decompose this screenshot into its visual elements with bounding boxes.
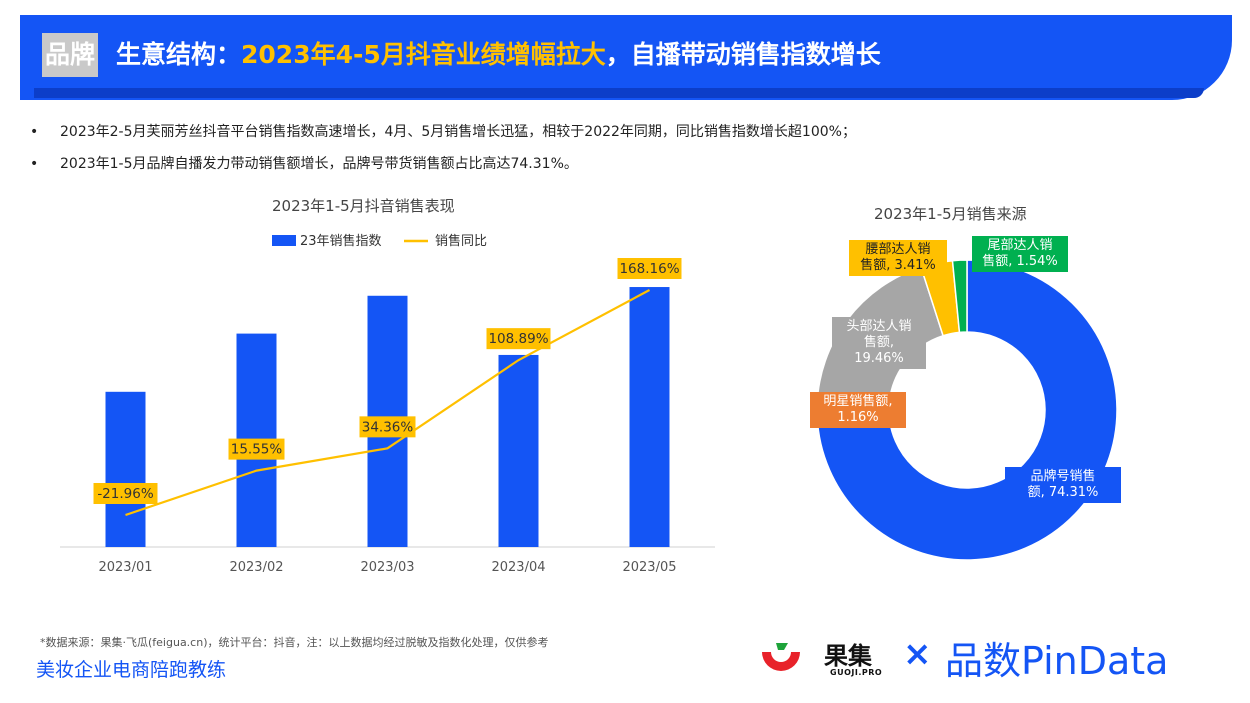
page-title: 生意结构：2023年4-5月抖音业绩增幅拉大，自播带动销售指数增长: [116, 33, 881, 77]
pie-label-line: 额, 74.31%: [1027, 485, 1099, 500]
data-label: -21.96%: [97, 486, 154, 502]
x-tick-label: 2023/04: [491, 560, 545, 575]
title-banner-shadow: [34, 88, 1204, 98]
pie-label-line: 售额,: [863, 335, 895, 350]
data-label-bg: [359, 416, 416, 438]
donut-slice-5: [951, 259, 968, 334]
bullet-dot: •: [30, 124, 39, 140]
title-prefix: 生意结构：: [116, 40, 242, 69]
data-label-bg: [486, 328, 551, 350]
bar-1: [105, 391, 146, 547]
bullet-dot: •: [30, 156, 39, 172]
pie-label-waist: 腰部达人销 售额, 3.41%: [849, 240, 947, 276]
title-banner: [20, 15, 1232, 100]
title-tag: 品牌: [42, 33, 99, 77]
pie-label-brand: 品牌号销售 额, 74.31%: [1005, 467, 1121, 503]
bar-5: [629, 287, 670, 547]
footer-slogan: 美妆企业电商陪跑教练: [36, 659, 227, 681]
pie-label-star: 明星销售额, 1.16%: [810, 392, 906, 428]
pindata-logo: 品数PinData: [945, 639, 1169, 683]
data-label: 108.89%: [488, 331, 548, 347]
data-label: 34.36%: [362, 419, 414, 435]
x-tick-label: 2023/03: [360, 560, 414, 575]
pie-label-tail: 尾部达人销 售额, 1.54%: [972, 236, 1068, 272]
x-tick-label: 2023/01: [98, 560, 152, 575]
bar-4: [498, 354, 539, 547]
logo-separator: ×: [903, 634, 932, 674]
pie-label-line: 头部达人销: [846, 319, 912, 334]
title-highlight: 2023年4-5月抖音业绩增幅拉大: [241, 40, 606, 69]
guoji-logo-subtext: GUOJI.PRO: [830, 668, 883, 677]
data-label-bg: [228, 438, 285, 460]
bullet-text: 2023年2-5月芙丽芳丝抖音平台销售指数高速增长，4月、5月销售增长迅猛，相较…: [60, 124, 856, 140]
pie-chart-title: 2023年1-5月销售来源: [874, 205, 1027, 223]
bullet-item: • 2023年2-5月芙丽芳丝抖音平台销售指数高速增长，4月、5月销售增长迅猛，相…: [30, 121, 856, 141]
data-label: 168.16%: [619, 261, 679, 277]
data-label-bg: [93, 483, 158, 504]
pie-label-line: 19.46%: [854, 351, 904, 366]
data-label: 15.55%: [231, 442, 283, 458]
line-series-sales-yoy: [125, 289, 651, 517]
legend-bar-label: 23年销售指数: [300, 233, 382, 249]
pie-label-line: 尾部达人销: [987, 238, 1053, 253]
legend-bar-swatch: [272, 235, 296, 246]
title-suffix: ，自播带动销售指数增长: [605, 40, 881, 69]
pie-label-line: 售额, 1.54%: [982, 254, 1058, 269]
pie-label-line: 腰部达人销: [865, 242, 931, 257]
bar-chart-title: 2023年1-5月抖音销售表现: [272, 197, 455, 215]
guoji-logo-icon: [762, 643, 800, 671]
guoji-logo-text: 果集: [824, 642, 872, 670]
pie-label-line: 明星销售额,: [823, 394, 893, 409]
pie-label-head: 头部达人销 售额, 19.46%: [832, 317, 926, 369]
pie-label-line: 1.16%: [837, 410, 879, 425]
bullet-item: • 2023年1-5月品牌自播发力带动销售额增长，品牌号带货销售额占比高达74.3…: [30, 153, 578, 173]
source-note: *数据来源：果集·飞瓜(feigua.cn)，统计平台：抖音，注：以上数据均经过…: [40, 636, 549, 649]
bullet-text: 2023年1-5月品牌自播发力带动销售额增长，品牌号带货销售额占比高达74.31…: [60, 156, 578, 172]
pie-label-line: 售额, 3.41%: [860, 258, 936, 273]
x-tick-label: 2023/02: [229, 560, 283, 575]
pie-label-line: 品牌号销售: [1030, 469, 1096, 484]
legend-line-label: 销售同比: [435, 233, 487, 249]
data-label-bg: [617, 258, 682, 279]
x-tick-label: 2023/05: [622, 560, 676, 575]
